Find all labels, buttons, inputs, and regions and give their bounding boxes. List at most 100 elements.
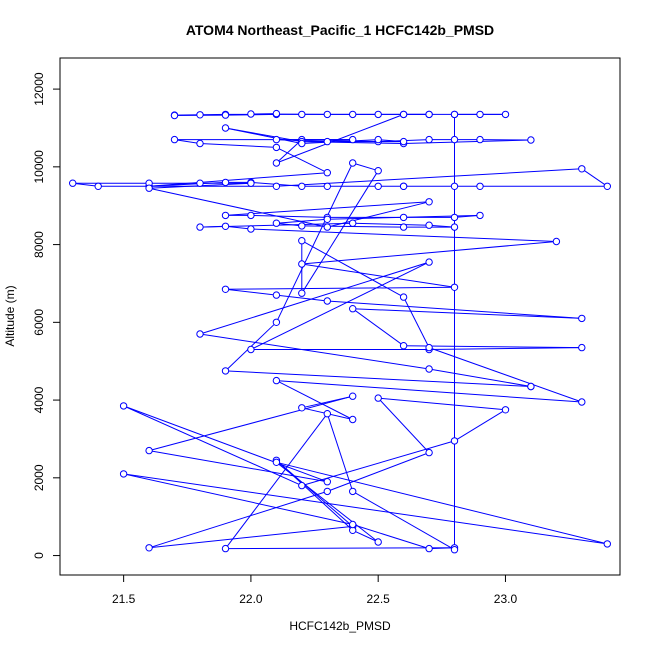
series-segment [276,380,353,420]
series-segment [276,146,328,174]
series-segment [301,263,455,288]
data-point [272,135,281,144]
data-point [399,293,408,301]
series-segment [276,380,582,403]
data-point [399,182,408,191]
y-tick-label: 8000 [32,231,46,258]
y-tick-label: 2000 [32,464,46,491]
series-segment [148,187,328,228]
data-point [349,159,357,167]
y-tick-label: 10000 [32,150,46,184]
data-point [349,219,357,227]
series-segment [276,294,328,302]
series-segment [148,490,328,549]
data-point [221,111,230,119]
series-segment [352,308,582,319]
data-point [425,343,433,352]
data-point [425,198,433,206]
data-point [170,111,179,120]
data-point [349,520,357,529]
data-point [578,343,586,352]
data-point [425,448,433,457]
series-segment [429,224,455,228]
data-point [272,376,281,385]
data-point [298,110,306,119]
series-segment [225,370,531,387]
series-segment [123,473,608,545]
y-tick-label: 12000 [32,72,46,106]
data-point [603,540,611,548]
series-segment [581,168,608,187]
data-point [272,143,281,152]
series-segment [149,172,328,187]
series-segment [225,413,328,549]
data-point [323,182,331,191]
data-point [221,367,230,375]
data-point [349,305,357,313]
data-point [323,137,331,146]
series-segment [403,139,531,144]
series-segment [250,261,430,350]
data-point [196,111,204,119]
data-point [374,538,382,546]
data-point [272,458,281,466]
data-point [349,135,357,144]
data-point [527,382,535,391]
series-segment [276,461,379,543]
data-point [94,182,102,191]
y-tick-label: 4000 [32,386,46,413]
series-segment [326,413,354,492]
data-point [552,237,561,246]
series-segment [199,261,430,335]
data-point [272,219,281,227]
series-segment [199,225,226,228]
data-point [399,342,408,350]
series-segment [199,143,277,148]
series-segment [403,345,582,349]
series-segment [301,240,404,298]
series-segment [377,397,430,453]
data-point [425,221,433,229]
data-point [450,182,459,191]
series-segment [149,525,353,549]
data-point [298,260,306,268]
series-segment [454,409,506,442]
series-segment [352,524,430,550]
data-point [450,135,459,144]
x-tick-label: 21.5 [112,592,136,606]
data-point [374,135,382,144]
data-point [450,223,459,231]
data-point [298,289,306,297]
data-point [196,139,204,148]
data-point [603,182,611,191]
data-point [425,544,433,553]
data-point [221,211,230,220]
data-point [425,365,433,373]
x-tick-label: 22.5 [367,592,391,606]
data-point [298,139,306,148]
data-point [247,179,255,187]
data-point [247,225,255,233]
data-point [399,137,408,146]
data-point [221,124,230,132]
series-segment [352,529,379,543]
data-point [578,165,586,173]
series-segment [250,214,328,218]
series-segment [327,201,430,228]
data-point [450,283,459,291]
data-point [298,237,306,245]
data-point [476,211,484,220]
data-point [476,110,484,119]
data-point [323,223,331,231]
series-segment [225,286,455,290]
data-point [399,110,408,119]
data-point [247,211,255,220]
data-point [349,487,357,496]
data-point [501,110,510,119]
data-point [272,182,281,191]
data-point [476,135,484,144]
series-segment [429,368,531,387]
data-point [578,314,586,323]
data-point [272,291,281,299]
